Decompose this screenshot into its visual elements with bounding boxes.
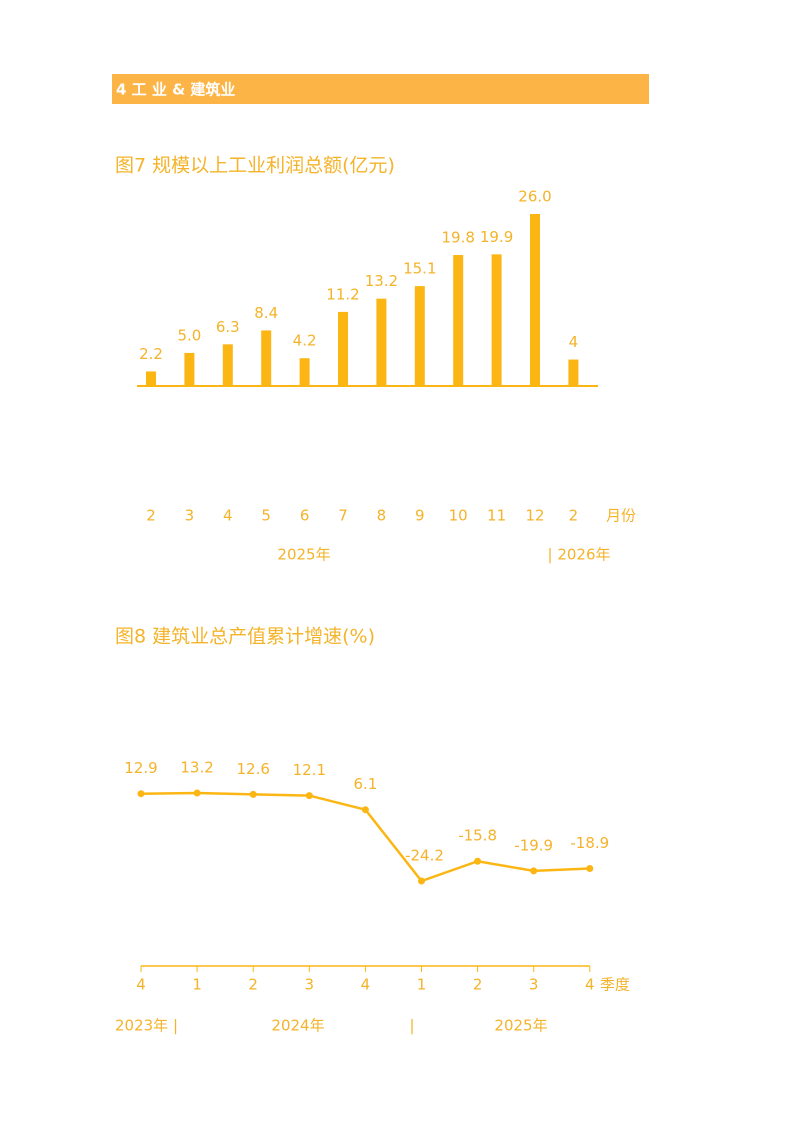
x-tick-label: 7 [338,507,348,525]
point [586,865,594,873]
bar [299,358,310,386]
point [249,790,257,798]
bar [184,352,195,386]
x-tick-label: 4 [136,976,146,994]
x-tick-label: 4 [361,976,371,994]
chart-title: 图8 建筑业总产值累计增速(%) [115,626,375,648]
x-tick-label: 2 [473,976,483,994]
x-tick-label: 12 [525,507,544,525]
year-label: 2025年 [494,1017,547,1035]
x-unit: 月份 [606,507,636,525]
year-label: 2025年 [277,546,330,564]
year-label: 2023年 | [115,1017,178,1035]
chart-title: 图7 规模以上工业利润总额(亿元) [115,155,395,177]
x-tick-label: 1 [417,976,427,994]
value-label: 2.2 [139,345,163,363]
x-tick-label: 11 [487,507,506,525]
value-label: 26.0 [518,188,551,206]
point [193,789,201,797]
year-label: | [409,1017,414,1035]
bar [491,254,502,386]
value-label: -24.2 [405,847,444,865]
value-label: 12.9 [124,759,157,777]
x-tick-label: 3 [529,976,539,994]
bar [414,286,425,386]
bar [261,330,272,386]
value-label: -15.8 [458,827,497,845]
value-label: 19.9 [480,228,513,246]
x-tick-label: 6 [300,507,310,525]
bar [376,298,387,386]
value-label: 8.4 [254,304,278,322]
x-tick-label: 2 [146,507,156,525]
point [305,792,313,800]
value-label: 5.0 [177,326,201,344]
x-tick-label: 4 [585,976,595,994]
x-tick-label: 3 [305,976,315,994]
point [361,806,369,814]
point [137,790,145,798]
value-label: 4 [569,333,579,351]
point [530,867,538,875]
x-tick-label: 1 [192,976,202,994]
x-unit: 季度 [600,976,630,994]
point [474,857,482,865]
x-tick-label: 10 [449,507,468,525]
x-tick-label: 4 [223,507,233,525]
value-label: 4.2 [293,332,317,350]
value-label: 6.3 [216,318,240,336]
x-tick-label: 2 [248,976,258,994]
x-tick-label: 9 [415,507,425,525]
value-label: -19.9 [514,836,553,854]
year-label: | 2026年 [548,546,611,564]
bar [568,359,579,386]
bar [338,311,348,386]
value-label: 19.8 [441,229,474,247]
x-tick-label: 8 [377,507,387,525]
bar [146,371,156,386]
bar [453,255,464,386]
x-tick-label: 3 [185,507,195,525]
bar [530,214,540,386]
value-label: 15.1 [403,260,436,278]
x-tick-label: 5 [261,507,271,525]
bar [222,344,233,386]
x-tick-label: 2 [569,507,579,525]
value-label: 12.6 [236,760,269,778]
value-label: -18.9 [570,834,609,852]
value-label: 13.2 [180,759,213,777]
year-label: 2024年 [271,1017,324,1035]
header-bar [112,74,649,104]
point [418,877,425,885]
value-label: 13.2 [365,272,398,290]
value-label: 12.1 [293,761,326,779]
value-label: 6.1 [353,775,377,793]
section-title: 4 工 业 & 建筑业 [116,81,235,99]
value-label: 11.2 [326,285,359,303]
